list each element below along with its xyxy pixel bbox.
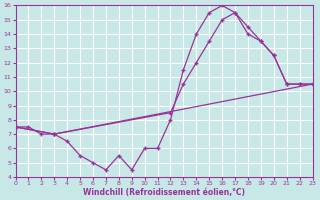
X-axis label: Windchill (Refroidissement éolien,°C): Windchill (Refroidissement éolien,°C) bbox=[83, 188, 245, 197]
